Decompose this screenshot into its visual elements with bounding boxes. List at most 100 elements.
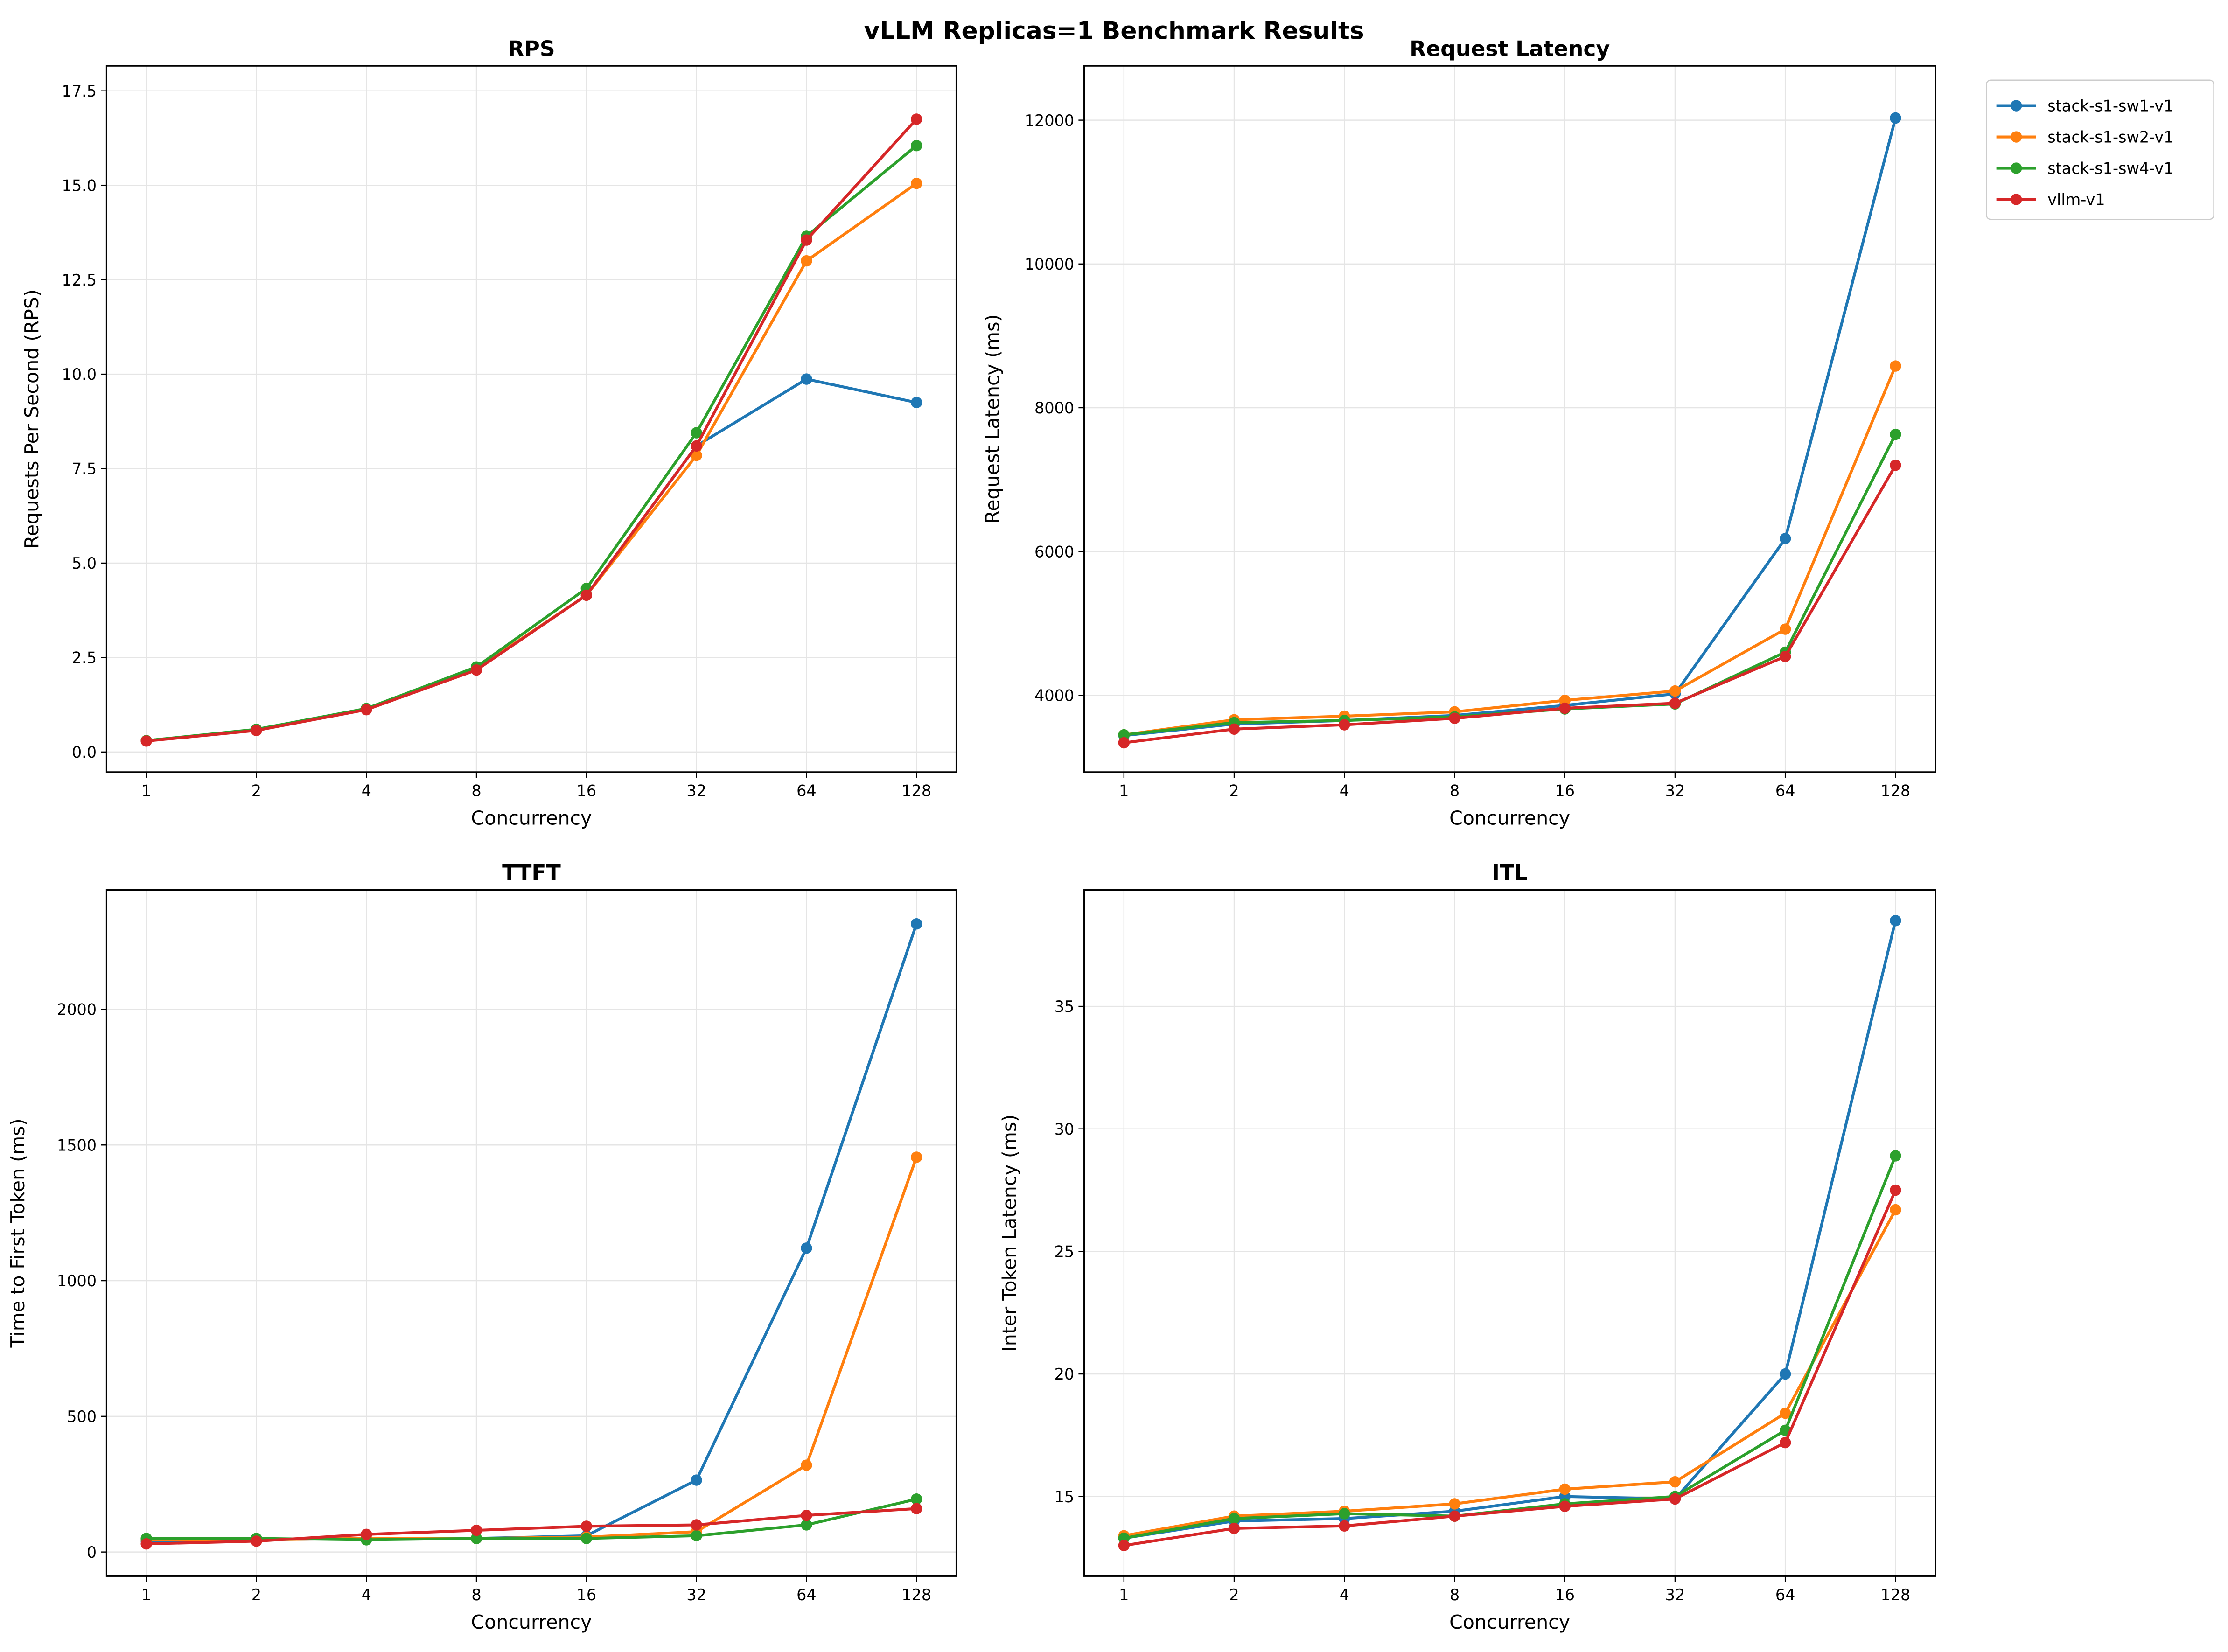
x-tick-label: 8 xyxy=(471,782,481,800)
series-line-vllm-v1 xyxy=(146,1507,917,1546)
x-tick-label: 8 xyxy=(1450,1586,1460,1604)
x-axis-label: Concurrency xyxy=(471,1611,592,1633)
y-tick-label: 15.0 xyxy=(62,176,97,195)
data-point-vllm-v1 xyxy=(1118,1540,1130,1551)
x-tick-label: 2 xyxy=(251,782,261,800)
data-point-stack-s1-sw2-v1 xyxy=(1559,1483,1571,1495)
legend-marker-vllm-v1 xyxy=(2011,194,2022,205)
data-point-vllm-v1 xyxy=(251,1535,262,1547)
x-tick-label: 64 xyxy=(796,782,817,800)
legend: stack-s1-sw1-v1 stack-s1-sw2-v1 stack-s1-s… xyxy=(1986,79,2214,220)
series-line-vllm-v1 xyxy=(1124,1189,1897,1547)
data-point-vllm-v1 xyxy=(1779,650,1791,662)
y-tick-label: 2.5 xyxy=(72,649,97,667)
y-tick-label: 12.5 xyxy=(62,271,97,289)
subplot-itl: 1 2 4 8 16 32 64 128 15 20 25 30 35 ITL Concurrency Int… xyxy=(998,860,1936,1633)
x-tick-label: 128 xyxy=(1880,782,1910,800)
axes-frame xyxy=(1083,65,1936,773)
x-tick-label: 32 xyxy=(686,782,706,800)
x-tick-label: 2 xyxy=(1229,1586,1239,1604)
data-point-stack-s1-sw4-v1 xyxy=(1890,1150,1901,1162)
data-point-vllm-v1 xyxy=(1118,737,1130,749)
data-point-vllm-v1 xyxy=(911,1503,922,1514)
series-line-stack-s1-sw2-v1 xyxy=(1124,1209,1897,1537)
x-axis-label: Concurrency xyxy=(1449,1611,1570,1633)
data-point-vllm-v1 xyxy=(1339,719,1350,731)
data-point-vllm-v1 xyxy=(1779,1436,1791,1449)
y-tick-label: 10000 xyxy=(1025,255,1075,273)
data-point-vllm-v1 xyxy=(140,1538,152,1550)
data-point-stack-s1-sw4-v1 xyxy=(911,1493,922,1505)
y-tick-label: 6000 xyxy=(1034,543,1074,561)
data-point-stack-s1-sw1-v1 xyxy=(911,918,922,930)
legend-label-stack-s1-sw2-v1: stack-s1-sw2-v1 xyxy=(2047,128,2173,146)
x-tick-label: 64 xyxy=(1775,782,1795,800)
data-point-stack-s1-sw1-v1 xyxy=(801,373,812,385)
x-tick-label: 8 xyxy=(471,1586,481,1604)
subplot-rps: 1 2 4 8 16 32 64 128 0.0 2.5 5.0 7.5 10.0 12.5 15.0 17.… xyxy=(21,36,957,829)
x-tick-label: 16 xyxy=(577,1586,597,1604)
y-tick-label: 2000 xyxy=(57,1001,97,1019)
x-tick-label: 64 xyxy=(796,1586,817,1604)
legend-marker-stack-s1-sw4-v1 xyxy=(2011,162,2022,174)
data-point-stack-s1-sw4-v1 xyxy=(580,1533,593,1544)
y-tick-label: 20 xyxy=(1055,1365,1075,1383)
y-tick-label: 1500 xyxy=(57,1136,97,1154)
legend-label-vllm-v1: vllm-v1 xyxy=(2047,191,2105,209)
data-point-stack-s1-sw2-v1 xyxy=(1449,1498,1460,1510)
x-tick-label: 4 xyxy=(362,782,371,800)
legend-marker-stack-s1-sw1-v1 xyxy=(2011,100,2022,112)
x-tick-label: 2 xyxy=(1229,782,1239,800)
axes-frame xyxy=(105,65,957,773)
data-point-stack-s1-sw4-v1 xyxy=(801,1519,812,1531)
data-point-vllm-v1 xyxy=(691,1519,702,1531)
x-tick-label: 1 xyxy=(141,1586,151,1604)
subplot-title: RPS xyxy=(508,36,555,61)
data-point-stack-s1-sw4-v1 xyxy=(470,1533,482,1544)
y-tick-label: 25 xyxy=(1055,1243,1075,1261)
data-point-stack-s1-sw1-v1 xyxy=(801,1242,812,1254)
data-point-stack-s1-sw4-v1 xyxy=(1118,729,1130,741)
data-point-stack-s1-sw1-v1 xyxy=(1890,915,1901,927)
data-point-stack-s1-sw1-v1 xyxy=(911,397,922,408)
data-point-stack-s1-sw2-v1 xyxy=(911,177,922,189)
data-point-stack-s1-sw2-v1 xyxy=(801,1459,812,1471)
data-point-vllm-v1 xyxy=(580,1520,593,1532)
y-tick-label: 35 xyxy=(1055,997,1075,1016)
data-point-vllm-v1 xyxy=(801,234,812,246)
x-tick-label: 64 xyxy=(1775,1586,1795,1604)
data-point-stack-s1-sw1-v1 xyxy=(1779,533,1791,544)
data-point-stack-s1-sw2-v1 xyxy=(801,255,812,267)
x-tick-label: 16 xyxy=(577,782,597,800)
data-point-stack-s1-sw2-v1 xyxy=(1559,694,1571,706)
y-tick-label: 0 xyxy=(87,1543,97,1561)
data-point-vllm-v1 xyxy=(1228,1522,1240,1534)
y-tick-label: 500 xyxy=(67,1408,97,1426)
data-point-stack-s1-sw1-v1 xyxy=(1779,1368,1791,1380)
y-tick-label: 0.0 xyxy=(72,743,97,761)
data-point-stack-s1-sw4-v1 xyxy=(691,427,702,439)
x-tick-label: 2 xyxy=(251,1586,261,1604)
data-point-stack-s1-sw4-v1 xyxy=(691,1530,702,1541)
data-point-vllm-v1 xyxy=(1890,1184,1901,1196)
y-axis-label: Inter Token Latency (ms) xyxy=(998,1115,1020,1352)
series-line-stack-s1-sw1-v1 xyxy=(1124,920,1897,1540)
series-line-vllm-v1 xyxy=(146,118,918,743)
series-line-vllm-v1 xyxy=(1124,464,1897,745)
data-point-stack-s1-sw2-v1 xyxy=(1890,1204,1901,1216)
y-tick-label: 15 xyxy=(1055,1488,1075,1506)
y-axis-label: Requests Per Second (RPS) xyxy=(21,289,43,549)
data-point-stack-s1-sw4-v1 xyxy=(1339,1508,1350,1520)
data-point-vllm-v1 xyxy=(470,664,482,676)
data-point-vllm-v1 xyxy=(911,113,922,125)
data-point-stack-s1-sw1-v1 xyxy=(691,1474,702,1486)
y-tick-label: 10.0 xyxy=(62,365,97,383)
data-point-stack-s1-sw2-v1 xyxy=(1890,360,1901,372)
subplot-title: Request Latency xyxy=(1410,36,1610,61)
y-tick-label: 1000 xyxy=(57,1272,97,1290)
subplot-request-latency: 1 2 4 8 16 32 64 128 4000 6000 8000 10000 12000 Reque… xyxy=(981,36,1936,829)
data-point-vllm-v1 xyxy=(1449,712,1460,724)
y-tick-label: 17.5 xyxy=(62,82,97,100)
legend-label-stack-s1-sw1-v1: stack-s1-sw1-v1 xyxy=(2047,97,2173,115)
